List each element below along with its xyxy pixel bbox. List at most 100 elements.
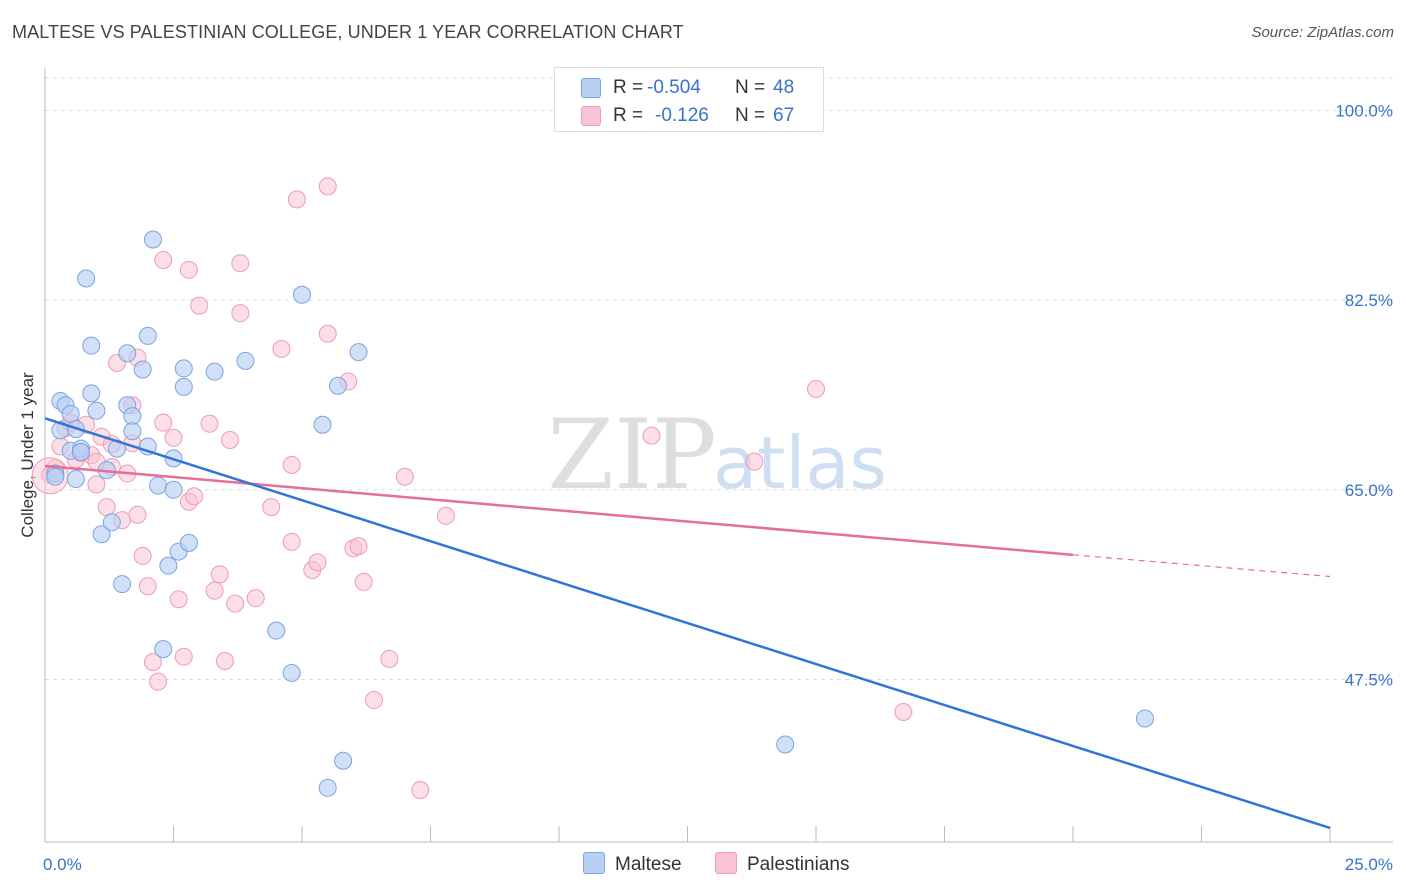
palestinians-point — [87, 475, 106, 494]
maltese-point — [267, 621, 286, 640]
maltese-trend-line — [44, 417, 1331, 830]
legend-row-maltese: R = -0.504 N = 48 — [555, 74, 823, 102]
legend-n-value: 67 — [773, 105, 795, 126]
palestinians-point — [133, 546, 152, 565]
palestinians-point — [210, 565, 229, 584]
maltese-point — [328, 376, 347, 395]
maltese-point — [236, 351, 255, 370]
palestinians-point — [200, 414, 219, 433]
maltese-point — [149, 476, 168, 495]
palestinians-point — [395, 467, 414, 486]
maltese-point — [71, 442, 90, 461]
watermark-zip: ZIP — [547, 399, 716, 511]
palestinians-point — [282, 532, 301, 551]
palestinians-point — [354, 572, 373, 591]
maltese-point — [133, 360, 152, 379]
palestinians-point — [179, 260, 198, 279]
palestinians-point — [287, 190, 306, 209]
correlation-legend: R = -0.504 N = 48 R = -0.126 N = 67 — [554, 67, 824, 132]
palestinians-swatch — [581, 106, 601, 126]
maltese-point — [174, 377, 193, 396]
palestinians-point — [164, 428, 183, 447]
palestinians-point — [215, 652, 234, 671]
maltese-point — [102, 513, 121, 532]
maltese-point — [46, 467, 65, 486]
maltese-point — [282, 663, 301, 682]
legend-n-label: N = — [735, 105, 766, 126]
maltese-points — [46, 230, 1154, 797]
palestinians-point — [436, 506, 455, 525]
palestinians-point — [318, 324, 337, 343]
maltese-point — [318, 778, 337, 797]
maltese-legend-label: Maltese — [615, 854, 682, 875]
chart-title: MALTESE VS PALESTINIAN COLLEGE, UNDER 1 … — [12, 22, 684, 42]
legend-item-palestinians: Palestinians — [715, 852, 849, 876]
legend-n-value: 48 — [773, 77, 795, 98]
maltese-point — [179, 533, 198, 552]
palestinians-point — [349, 537, 368, 556]
maltese-point — [61, 404, 80, 423]
maltese-point — [123, 422, 142, 441]
palestinians-point — [272, 339, 291, 358]
maltese-point — [334, 751, 353, 770]
legend-n-label: N = — [735, 77, 766, 98]
maltese-point — [82, 336, 101, 355]
y-tick-label: 100.0% — [1335, 102, 1393, 121]
x-tick-label: 25.0% — [1345, 855, 1393, 874]
palestinians-point — [642, 426, 661, 445]
maltese-point — [82, 384, 101, 403]
palestinians-point — [807, 380, 825, 399]
palestinians-point — [308, 553, 327, 572]
palestinians-point — [143, 653, 162, 672]
palestinians-point — [138, 577, 157, 596]
palestinians-point — [97, 498, 116, 517]
maltese-point — [159, 556, 178, 575]
trend-lines — [44, 417, 1331, 830]
maltese-point — [313, 415, 332, 434]
palestinians-point — [128, 505, 147, 524]
maltese-point — [164, 480, 183, 499]
legend-r-label: R = — [613, 105, 644, 126]
y-tick-label: 65.0% — [1345, 481, 1393, 500]
palestinians-point — [231, 254, 250, 273]
palestinians-point — [221, 430, 240, 449]
palestinians-point — [894, 702, 913, 721]
maltese-point — [154, 640, 173, 659]
maltese-point — [349, 343, 368, 362]
palestinians-point — [364, 691, 383, 710]
palestinians-point — [149, 672, 168, 691]
maltese-point — [123, 407, 142, 426]
legend-item-maltese: Maltese — [583, 852, 682, 876]
maltese-point — [118, 344, 137, 363]
maltese-point — [92, 525, 111, 544]
axes — [44, 68, 1393, 843]
watermark-atlas: atlas — [713, 421, 887, 505]
y-tick-label: 47.5% — [1345, 670, 1393, 689]
y-tick-label: 82.5% — [1345, 291, 1393, 310]
palestinians-trend-line — [44, 464, 1074, 557]
maltese-point — [205, 362, 224, 381]
palestinians-point — [318, 177, 337, 196]
palestinians-point — [185, 487, 204, 506]
maltese-point — [143, 230, 162, 249]
source-label: Source: ZipAtlas.com — [1251, 24, 1394, 41]
maltese-point — [293, 285, 311, 304]
palestinians-trend-extension — [1072, 554, 1331, 578]
maltese-legend-swatch — [583, 852, 605, 874]
palestinians-point — [226, 594, 245, 613]
watermark: ZIP atlas — [547, 399, 887, 511]
palestinians-point — [190, 296, 209, 315]
legend-r-value: -0.504 — [647, 77, 701, 98]
palestinians-point — [262, 498, 281, 517]
maltese-point — [77, 269, 96, 288]
palestinians-point — [745, 452, 764, 471]
maltese-point — [87, 401, 106, 420]
maltese-point — [1135, 709, 1154, 728]
legend-r-value: -0.126 — [655, 105, 709, 126]
maltese-point — [66, 469, 85, 488]
palestinians-point — [205, 581, 224, 600]
maltese-point — [138, 326, 157, 345]
palestinians-point — [246, 589, 265, 608]
palestinians-point — [411, 780, 430, 799]
